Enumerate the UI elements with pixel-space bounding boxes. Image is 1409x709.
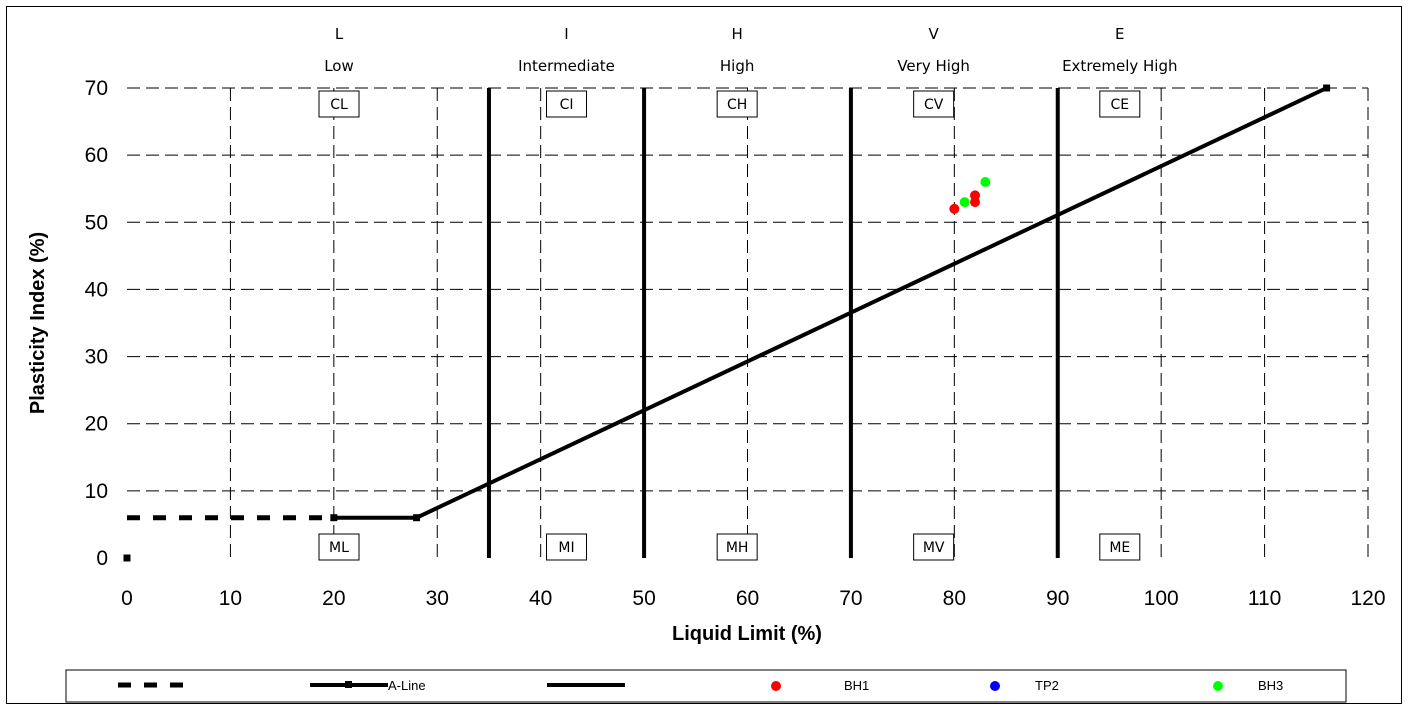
chart-lines [123,84,1331,562]
legend: A-Line BH1 TP2 BH3 [65,669,1347,703]
legend-bh3-marker [1213,681,1223,691]
legend-a-line-label: A-Line [388,678,426,693]
clay-box-ci [546,90,588,118]
x-tick-70: 70 [839,587,862,610]
silt-label-mv: MV [923,540,945,556]
y-tick-20: 20 [85,413,108,436]
silt-box-mh [716,533,758,561]
legend-bh1-label: BH1 [844,678,869,693]
zone-name-e: Extremely High [1062,57,1177,75]
y-tick-40: 40 [85,278,108,301]
y-tick-70: 70 [85,77,108,100]
clay-label-ch: CH [727,97,747,113]
y-tick-0: 0 [96,547,108,570]
clay-label-ci: CI [560,97,574,113]
origin-marker [123,554,131,562]
x-tick-110: 110 [1248,587,1281,610]
x-tick-0: 0 [121,587,133,610]
silt-box-mi [546,533,588,561]
zone-letter-e: E [1115,25,1124,43]
y-tick-60: 60 [85,144,108,167]
x-tick-20: 20 [322,587,345,610]
zone-boundaries [486,88,1060,558]
y-tick-50: 50 [85,211,108,234]
zone-letter-h: H [732,25,743,43]
silt-label-mh: MH [726,540,749,556]
clay-box-cl [318,90,360,118]
axis-ticks: 0 10 20 30 40 50 60 70 80 90 100 110 120 0 10 20 30 40 50 6… [85,77,1386,610]
x-tick-50: 50 [632,587,655,610]
zone-letter-v: V [929,25,940,43]
silt-box-mv [913,533,955,561]
clay-box-ce [1099,90,1141,118]
a-line-marker [1323,84,1331,92]
y-tick-10: 10 [85,480,108,503]
y-axis-title: Plasticity Index (%) [27,232,49,414]
zone-name-h: High [720,57,754,75]
silt-box-ml [318,533,360,561]
zone-labels: L Low CL ML I Intermediate CI MI H High CH MH V Very … [318,25,1178,561]
point-bh3 [959,197,970,208]
zone-name-i: Intermediate [518,57,615,75]
y-tick-30: 30 [85,346,108,369]
x-tick-30: 30 [426,587,449,610]
silt-label-me: ME [1109,540,1130,556]
data-points [949,177,991,214]
clay-box-ch [716,90,758,118]
x-tick-100: 100 [1144,587,1179,610]
a-line-marker [330,514,338,522]
point-bh3 [980,177,991,187]
clay-label-cv: CV [924,97,944,113]
legend-a-line-marker [345,681,352,688]
point-bh1 [970,190,981,201]
x-tick-80: 80 [943,587,966,610]
x-tick-60: 60 [736,587,759,610]
legend-bh3-label: BH3 [1258,678,1283,693]
point-bh1 [949,203,960,214]
clay-label-ce: CE [1110,97,1129,113]
legend-box [65,669,1347,703]
zone-letter-l: L [335,25,344,43]
legend-tp2-marker [990,681,1000,691]
x-tick-10: 10 [219,587,242,610]
zone-name-v: Very High [897,57,970,75]
clay-box-cv [913,90,955,118]
chart-frame [6,6,1402,704]
x-tick-40: 40 [529,587,552,610]
legend-tp2-label: TP2 [1035,678,1059,693]
silt-label-ml: ML [329,540,349,556]
a-line-marker [413,514,421,522]
zone-name-l: Low [324,57,354,75]
x-axis-title: Liquid Limit (%) [672,623,822,645]
zone-letter-i: I [564,25,568,43]
x-tick-120: 120 [1350,587,1385,610]
clay-label-cl: CL [330,97,348,113]
legend-bh1-marker [771,681,781,691]
silt-box-me [1099,533,1141,561]
silt-label-mi: MI [558,540,574,556]
x-tick-90: 90 [1046,587,1069,610]
